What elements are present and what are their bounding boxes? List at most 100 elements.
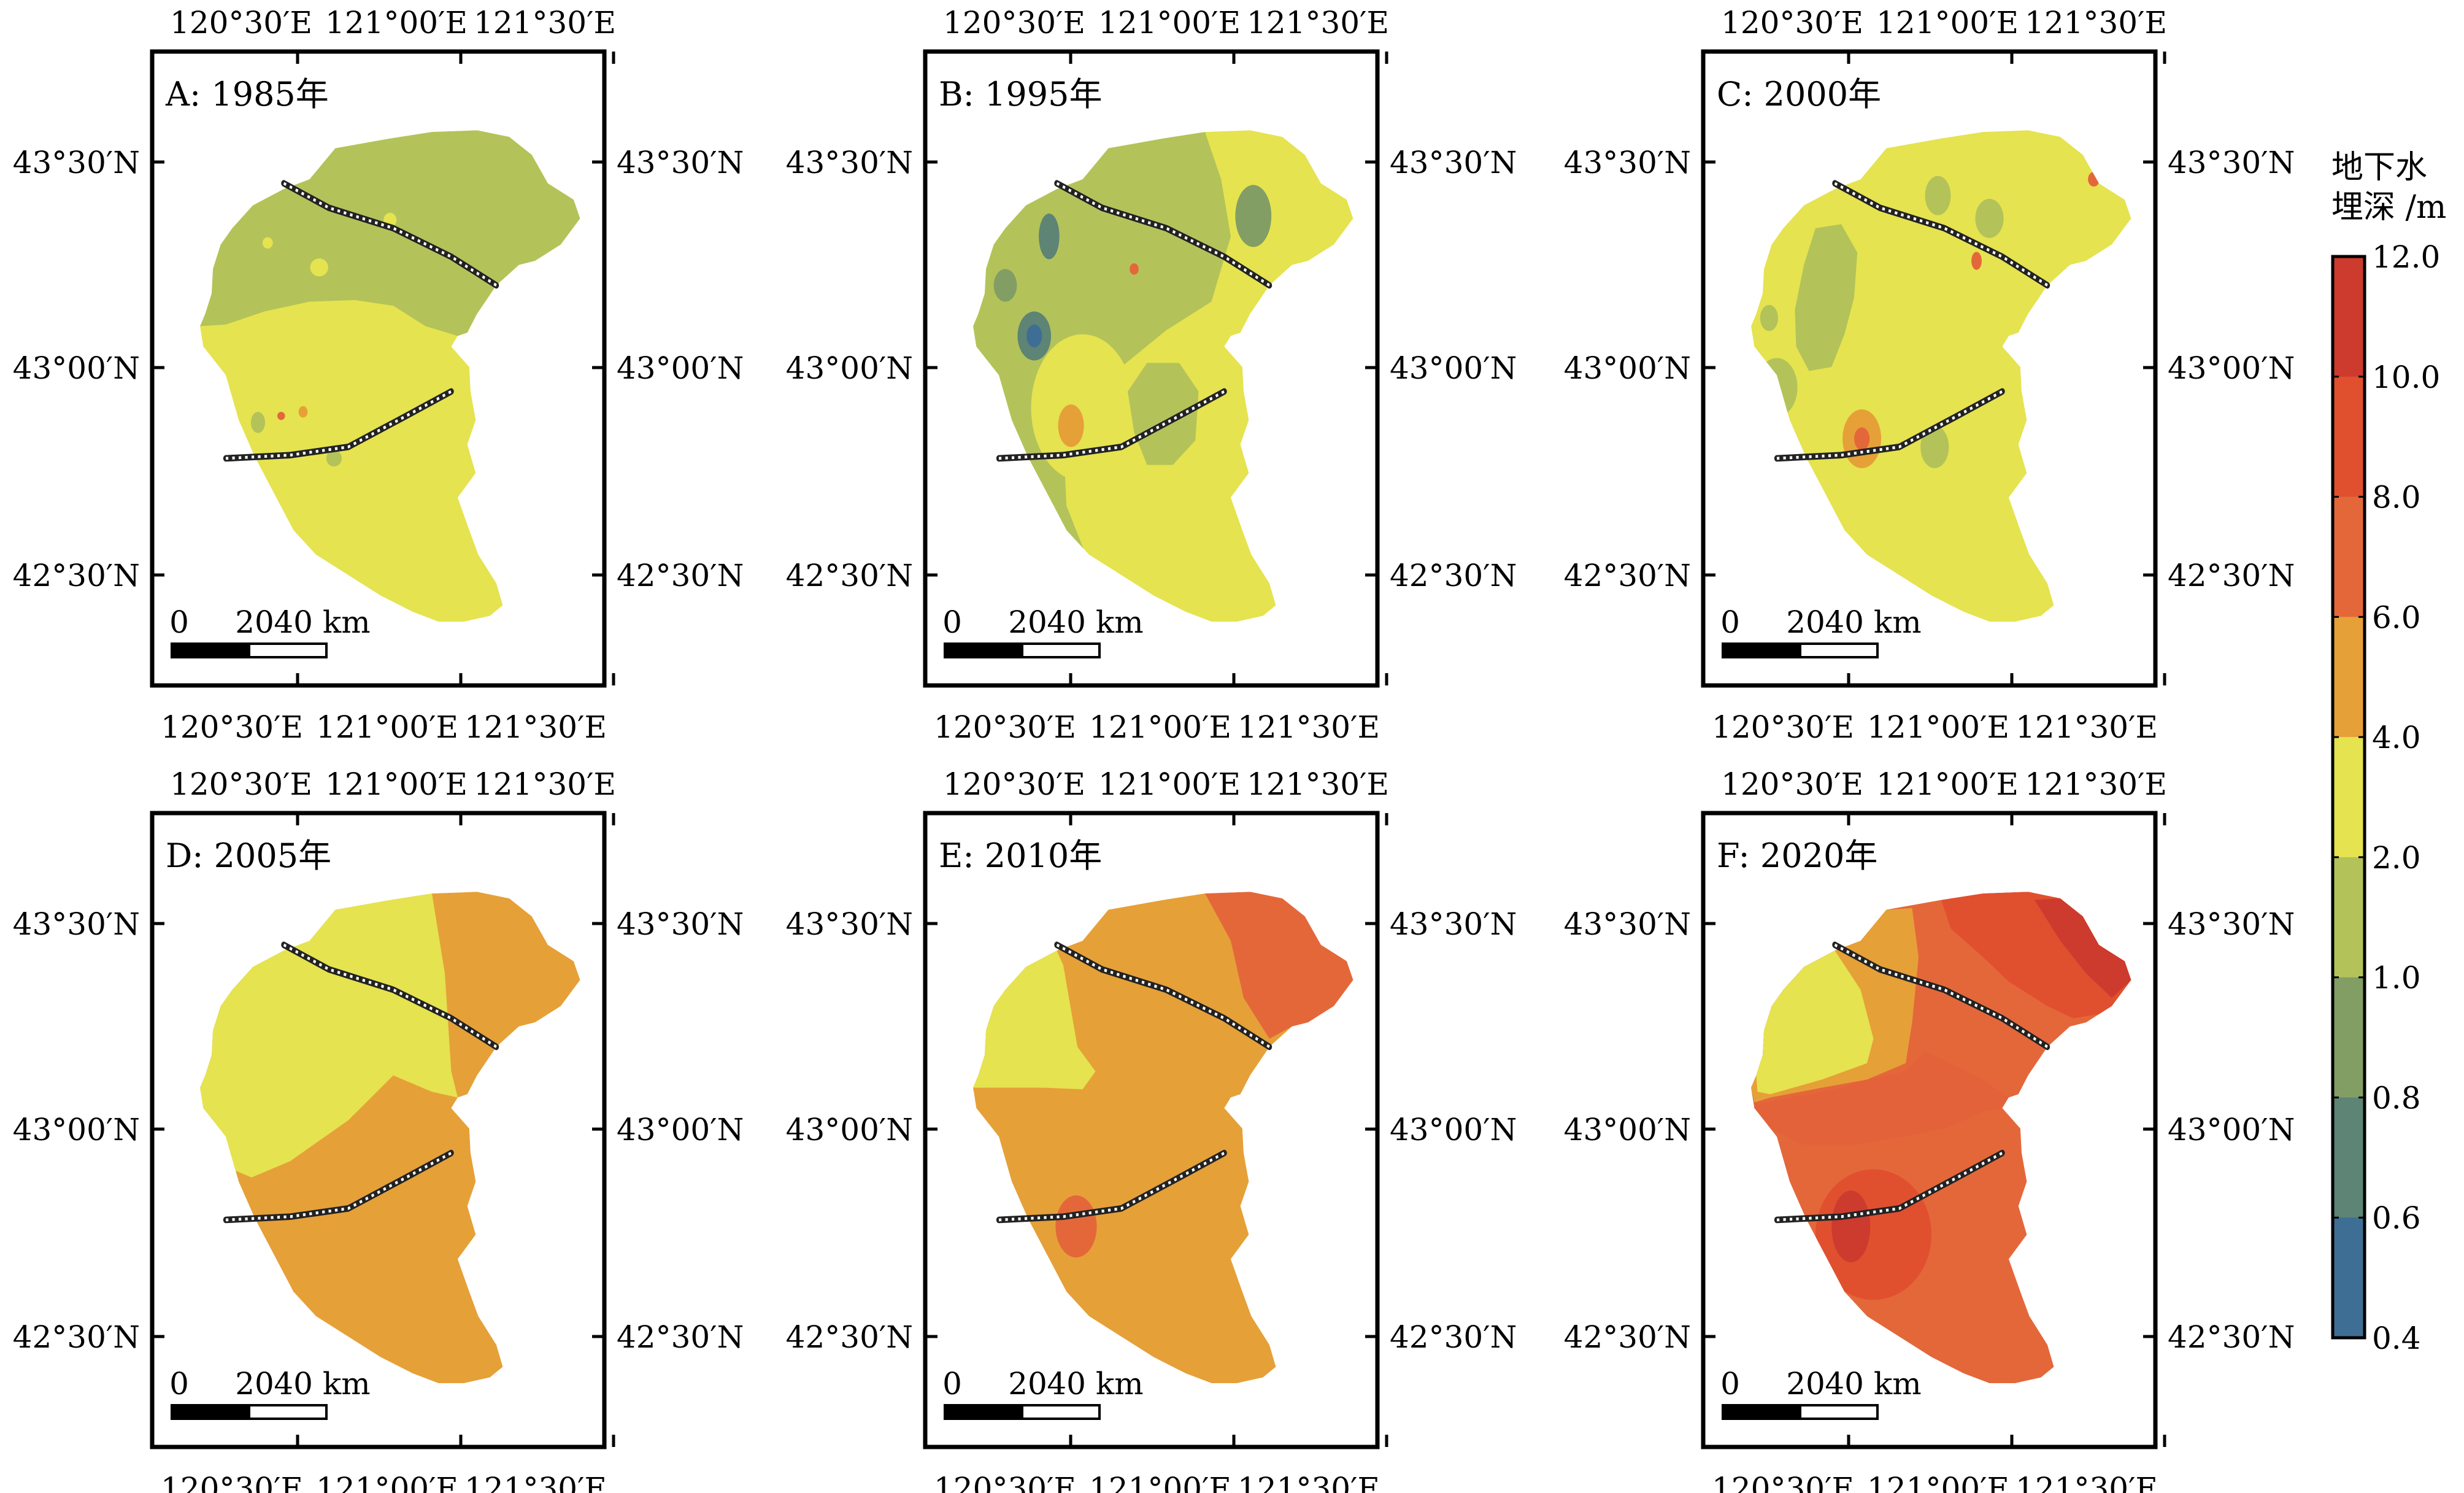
depth-zone (326, 450, 342, 467)
railway-line-dashes (1056, 182, 1270, 287)
lon-tick-label-bottom: 121°30′E (1238, 1471, 1380, 1493)
lat-tick-label-right: 43°00′N (2168, 350, 2295, 386)
lat-tick-label-right: 43°00′N (617, 1112, 744, 1148)
depth-zone (250, 412, 266, 433)
railway-line-dashes (1834, 943, 2048, 1049)
lat-tick-label-right: 42°30′N (2168, 1319, 2295, 1355)
lon-tick-label-bottom: 120°30′E (934, 709, 1076, 745)
lon-tick-label-bottom: 120°30′E (1712, 709, 1854, 745)
depth-zone (993, 269, 1017, 302)
depth-zone (1975, 199, 2004, 238)
legend-title-line2: 埋深 /m (2331, 189, 2446, 226)
colorbar-swatch (2333, 737, 2365, 858)
groundwater-depth-map (200, 130, 580, 622)
scale-bar-label: 40 km (1825, 604, 1921, 640)
panel-label: A: 1985年 (165, 75, 329, 114)
scale-bar-label: 40 km (1047, 604, 1143, 640)
lon-tick-label-top: 120°30′E (170, 766, 312, 802)
lat-tick-label-left: 43°30′N (786, 145, 913, 180)
map-panel-e: E: 2010年 120°30′E 120°30′E 121°00′E 121°00′E… (786, 766, 1517, 1493)
colorbar-tick-label: 1.0 (2372, 960, 2421, 996)
scale-bar: 0 20 40 km (169, 1366, 371, 1420)
lat-tick-label-left: 43°30′N (1564, 145, 1691, 180)
scale-bar-label: 0 (169, 1366, 189, 1402)
colorbar-swatch (2333, 617, 2365, 738)
lat-tick-label-left: 43°00′N (786, 1112, 913, 1148)
depth-zone (2088, 172, 2100, 187)
lat-tick-label-right: 42°30′N (1390, 1319, 1517, 1355)
lon-tick-label-top: 121°30′E (2025, 766, 2167, 802)
scale-bar-label: 0 (1720, 1366, 1740, 1402)
depth-zone (1128, 363, 1199, 465)
depth-zone (262, 237, 273, 249)
colorbar-swatch (2333, 496, 2365, 618)
lon-tick-label-top: 120°30′E (943, 766, 1085, 802)
lon-tick-label-top: 121°00′E (1098, 5, 1241, 41)
groundwater-depth-map (1751, 130, 2131, 622)
scale-bar-label: 40 km (1825, 1366, 1921, 1402)
railway-line-dashes (1834, 182, 2048, 287)
scale-bar-label: 20 (1008, 604, 1047, 640)
lon-tick-label-top: 121°30′E (1247, 766, 1389, 802)
lat-tick-label-left: 42°30′N (786, 558, 913, 593)
groundwater-depth-map (200, 892, 580, 1383)
colorbar-tick-label: 6.0 (2372, 600, 2421, 635)
lat-tick-label-left: 42°30′N (1564, 1319, 1691, 1355)
lon-tick-label-top: 121°00′E (325, 766, 468, 802)
depth-zone (1130, 263, 1139, 275)
colorbar-swatch (2333, 857, 2365, 978)
railway-line-dashes (998, 390, 1225, 460)
lat-tick-label-left: 42°30′N (786, 1319, 913, 1355)
lat-tick-label-right: 42°30′N (1390, 558, 1517, 593)
lon-tick-label-bottom: 121°30′E (2015, 709, 2158, 745)
lat-tick-label-left: 42°30′N (13, 1319, 140, 1355)
lat-tick-label-left: 43°30′N (13, 906, 140, 942)
lat-tick-label-right: 43°30′N (1390, 145, 1517, 180)
lat-tick-label-right: 43°00′N (1390, 1112, 1517, 1148)
lat-tick-label-left: 42°30′N (1564, 558, 1691, 593)
scale-bar: 0 20 40 km (1720, 1366, 1922, 1420)
colorbar-swatch (2333, 376, 2365, 498)
colorbar-tick-label: 4.0 (2372, 720, 2421, 755)
lon-tick-label-top: 121°30′E (474, 5, 616, 41)
colorbar-tick-label: 0.6 (2372, 1200, 2421, 1236)
scale-bar-label: 20 (1786, 1366, 1825, 1402)
map-panel-c: C: 2000年 120°30′E 120°30′E 121°00′E 121°00′E… (1564, 5, 2295, 745)
railway-line-dashes (283, 943, 497, 1049)
lon-tick-label-bottom: 121°30′E (464, 709, 607, 745)
colorbar-frame (2331, 255, 2366, 1340)
lon-tick-label-bottom: 121°00′E (316, 1471, 458, 1493)
lat-tick-label-left: 43°00′N (786, 350, 913, 386)
lat-tick-label-left: 43°00′N (13, 1112, 140, 1148)
scale-bar: 0 20 40 km (942, 604, 1144, 658)
railway-line-dashes (1776, 390, 2003, 460)
lon-tick-label-bottom: 121°00′E (1867, 709, 2009, 745)
panel-label: E: 2010年 (939, 836, 1102, 875)
colorbar-tick-label: 2.0 (2372, 840, 2421, 876)
lat-tick-label-left: 43°30′N (786, 906, 913, 942)
depth-zone (298, 406, 308, 418)
scale-bar-label: 40 km (274, 1366, 370, 1402)
depth-zone (1026, 324, 1042, 348)
lat-tick-label-right: 43°00′N (2168, 1112, 2295, 1148)
lon-tick-label-bottom: 120°30′E (161, 709, 303, 745)
lat-tick-label-left: 42°30′N (13, 558, 140, 593)
lat-tick-label-right: 43°30′N (1390, 906, 1517, 942)
scale-bar-label: 20 (235, 604, 274, 640)
scale-bar-label: 0 (169, 604, 189, 640)
depth-zone (1756, 358, 1798, 417)
railway-line-dashes (998, 1151, 1225, 1222)
panel-label: C: 2000年 (1717, 75, 1881, 114)
lon-tick-label-bottom: 120°30′E (1712, 1471, 1854, 1493)
panel-label: F: 2020年 (1717, 836, 1877, 875)
scale-bar-label: 20 (235, 1366, 274, 1402)
scale-bar-label: 40 km (1047, 1366, 1143, 1402)
colorbar-tick-label: 12.0 (2372, 239, 2440, 275)
lon-tick-label-bottom: 121°30′E (464, 1471, 607, 1493)
railway-line-dashes (225, 1151, 452, 1222)
lat-tick-label-right: 42°30′N (617, 1319, 744, 1355)
depth-zone (1055, 1195, 1097, 1258)
lat-tick-label-left: 43°30′N (1564, 906, 1691, 942)
colorbar-tick-label: 8.0 (2372, 480, 2421, 515)
